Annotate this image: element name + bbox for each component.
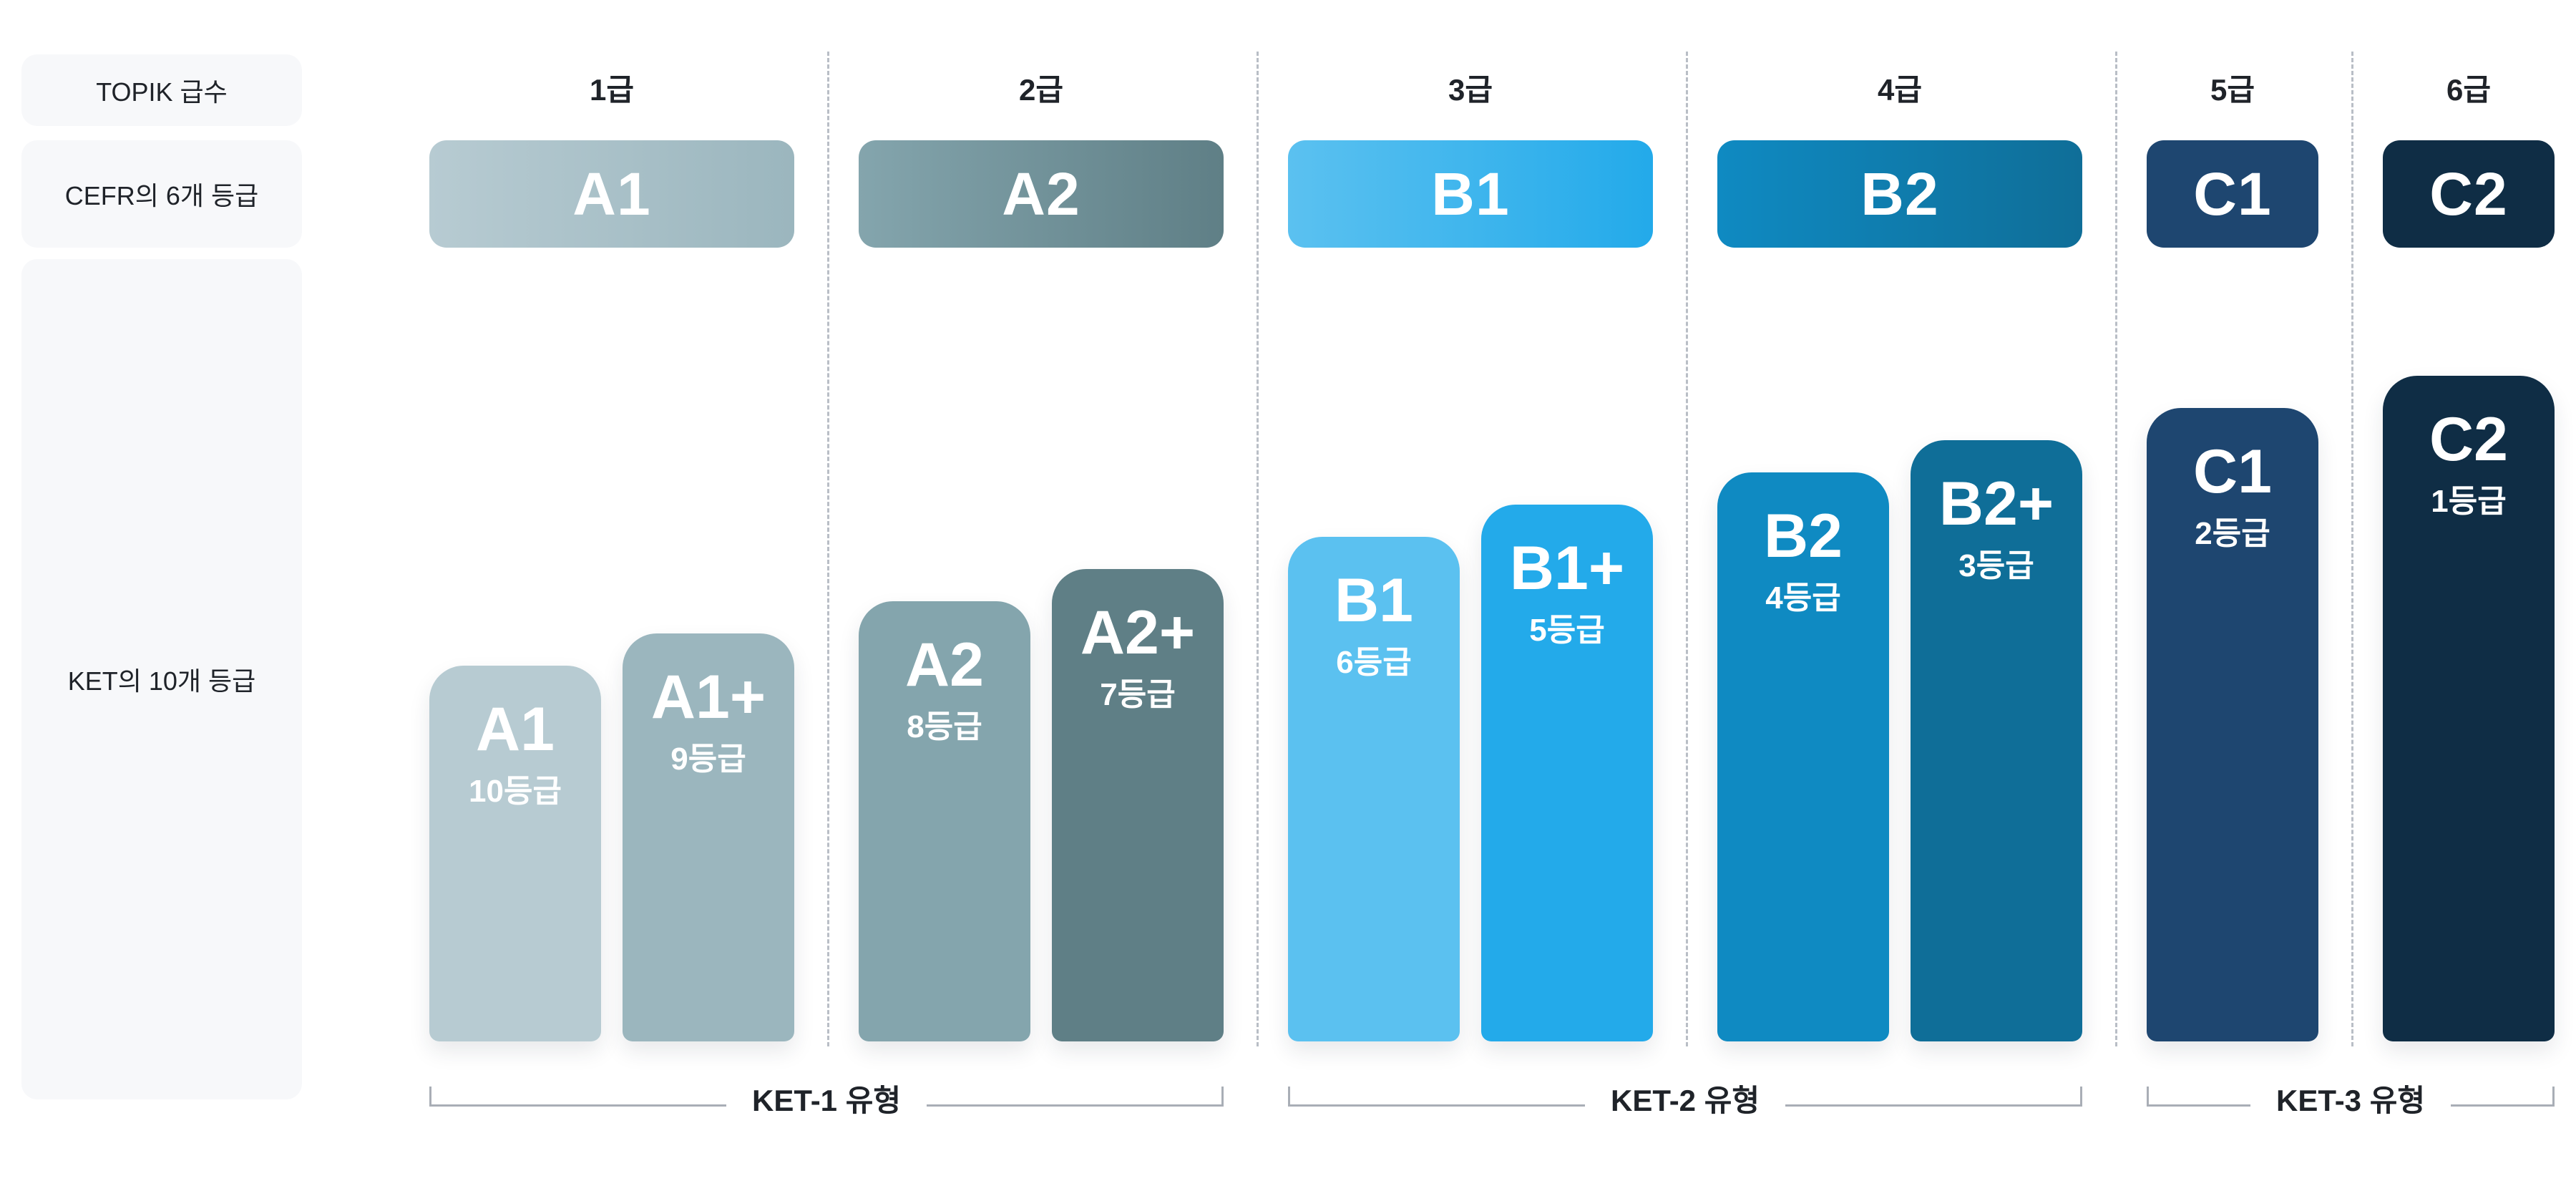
cefr-pill-b2-label: B2 [1860, 160, 1939, 228]
cefr-pill-a1-label: A1 [572, 160, 651, 228]
ket-bar-grade: 7등급 [1100, 677, 1176, 712]
ket-bar-a2-plus: A2+ 7등급 [1052, 569, 1224, 1041]
separator-5-6 [2351, 52, 2353, 1046]
ket-bar-grade: 1등급 [2431, 484, 2507, 519]
ket-bar-grade: 10등급 [469, 774, 562, 809]
row-label-cefr: CEFR의 6개 등급 [21, 140, 302, 248]
separator-3-4 [1686, 52, 1688, 1046]
cefr-pill-a1: A1 [429, 140, 794, 248]
cefr-pill-a2: A2 [859, 140, 1224, 248]
ket-bar-a2: A2 8등급 [859, 601, 1030, 1041]
ket-bar-b2-plus: B2+ 3등급 [1911, 440, 2082, 1041]
ket-bar-grade: 5등급 [1529, 613, 1605, 648]
ket-bar-level: B2 [1764, 502, 1843, 570]
ket-bar-level: A2 [905, 631, 984, 699]
row-label-ket-text: KET의 10개 등급 [67, 666, 256, 696]
topik-level-2: 2급 [1019, 73, 1063, 107]
ket-bar-level: B1 [1335, 566, 1413, 635]
ket-bar-b1-plus: B1+ 5등급 [1481, 505, 1653, 1041]
ket-bar-a1-plus: A1+ 9등급 [623, 633, 794, 1041]
topik-level-3: 3급 [1448, 73, 1493, 107]
ket-bar-grade: 6등급 [1336, 645, 1412, 680]
ket-group-label-1: KET-1 유형 [726, 1076, 927, 1120]
ket-bar-grade: 3등급 [1958, 548, 2034, 583]
ket-bar-grade: 9등급 [670, 742, 746, 777]
row-label-cefr-text: CEFR의 6개 등급 [64, 181, 259, 210]
topik-level-4: 4급 [1878, 73, 1922, 107]
ket-bar-level: A1+ [650, 663, 766, 732]
cefr-pill-b1-label: B1 [1431, 160, 1510, 228]
topik-level-6: 6급 [2446, 73, 2491, 107]
row-label-topik: TOPIK 급수 [21, 54, 302, 126]
topik-level-5: 5급 [2210, 73, 2255, 107]
row-label-topik-text: TOPIK 급수 [96, 77, 228, 107]
ket-bar-level: A1 [476, 695, 555, 764]
cefr-pill-b2: B2 [1717, 140, 2082, 248]
ket-bar-c2: C2 1등급 [2383, 376, 2555, 1041]
row-label-ket: KET의 10개 등급 [21, 259, 302, 1099]
separator-2-3 [1257, 52, 1259, 1046]
ket-bar-grade: 8등급 [907, 709, 982, 744]
separator-1-2 [827, 52, 829, 1046]
ket-group-label-3: KET-3 유형 [2250, 1076, 2451, 1120]
ket-bar-level: B1+ [1509, 534, 1625, 603]
cefr-pill-b1: B1 [1288, 140, 1653, 248]
ket-bar-level: C2 [2429, 405, 2508, 474]
ket-bar-level: B2+ [1938, 470, 2054, 538]
cefr-pill-c2-label: C2 [2429, 160, 2508, 228]
separator-4-5 [2115, 52, 2117, 1046]
ket-bar-grade: 2등급 [2195, 516, 2270, 551]
ket-bar-a1: A1 10등급 [429, 666, 601, 1041]
cefr-pill-c1-label: C1 [2193, 160, 2272, 228]
ket-bar-level: C1 [2193, 437, 2272, 506]
ket-bar-level: A2+ [1080, 598, 1196, 667]
ket-bar-b2: B2 4등급 [1717, 472, 1889, 1041]
cefr-pill-c1: C1 [2147, 140, 2318, 248]
topik-level-1: 1급 [590, 73, 634, 107]
cefr-pill-a2-label: A2 [1002, 160, 1080, 228]
ket-group-label-2: KET-2 유형 [1585, 1076, 1785, 1120]
cefr-pill-c2: C2 [2383, 140, 2555, 248]
ket-bar-c1: C1 2등급 [2147, 408, 2318, 1041]
ket-bar-grade: 4등급 [1765, 580, 1841, 616]
ket-bar-b1: B1 6등급 [1288, 537, 1460, 1041]
